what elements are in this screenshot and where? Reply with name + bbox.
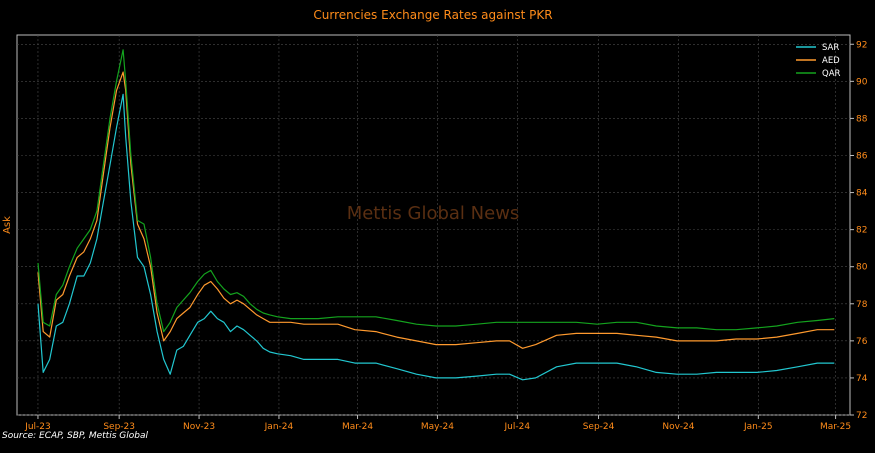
legend-label-sar: SAR [822, 43, 839, 53]
chart-title: Currencies Exchange Rates against PKR [313, 8, 552, 22]
y-tick-label: 72 [856, 411, 867, 421]
y-tick-label: 88 [856, 114, 868, 124]
x-tick-label: Nov-23 [183, 422, 215, 432]
y-axis: 72 74 76 78 80 82 84 86 88 90 92 [850, 40, 868, 421]
legend: SAR AED QAR [796, 43, 841, 79]
x-tick-label: Mar-24 [342, 422, 373, 432]
y-tick-label: 76 [856, 337, 868, 347]
x-tick-label: Jan-25 [743, 422, 773, 432]
watermark: Mettis Global News [347, 203, 520, 224]
y-tick-label: 80 [856, 263, 868, 273]
y-tick-label: 90 [856, 77, 868, 87]
series-line-aed [37, 71, 835, 349]
y-tick-label: 78 [856, 300, 868, 310]
x-tick-label: Jul-23 [24, 422, 51, 432]
series-line-qar [37, 49, 835, 333]
x-tick-label: Jul-24 [504, 422, 531, 432]
y-tick-label: 92 [856, 40, 867, 50]
grid-lines [17, 35, 850, 416]
x-axis: Jul-23 Sep-23 Nov-23 Jan-24 Mar-24 May-24 Jul-… [24, 415, 851, 432]
x-tick-label: Sep-24 [583, 422, 615, 432]
legend-label-aed: AED [822, 56, 840, 66]
y-tick-label: 74 [856, 374, 868, 384]
legend-label-qar: QAR [822, 69, 841, 79]
source-note: Source: ECAP, SBP, Mettis Global [2, 431, 148, 441]
x-tick-label: Nov-24 [662, 422, 694, 432]
y-tick-label: 82 [856, 226, 867, 236]
y-tick-label: 86 [856, 151, 868, 161]
x-tick-label: Sep-23 [103, 422, 135, 432]
y-tick-label: 84 [856, 189, 868, 199]
series-line-sar [37, 93, 835, 381]
y-axis-label: Ask [2, 216, 13, 234]
x-tick-label: May-24 [421, 422, 454, 432]
x-tick-label: Mar-25 [820, 422, 851, 432]
x-tick-label: Jan-24 [264, 422, 294, 432]
series-lines [37, 49, 835, 381]
plot-frame [16, 34, 851, 416]
